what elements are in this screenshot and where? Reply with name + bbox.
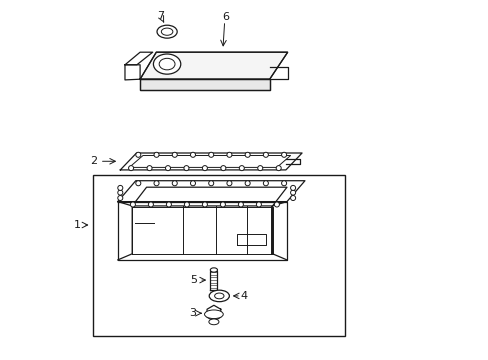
Text: 7: 7 <box>157 11 164 21</box>
Circle shape <box>239 166 244 171</box>
Circle shape <box>257 166 262 171</box>
Circle shape <box>154 152 159 157</box>
Circle shape <box>172 181 177 186</box>
Circle shape <box>226 181 231 186</box>
Circle shape <box>118 185 122 190</box>
Circle shape <box>226 152 231 157</box>
Text: 1: 1 <box>74 220 81 230</box>
Circle shape <box>274 202 279 207</box>
Circle shape <box>136 152 141 157</box>
Text: 6: 6 <box>222 12 229 22</box>
Circle shape <box>221 166 225 171</box>
Circle shape <box>172 152 177 157</box>
Circle shape <box>281 181 286 186</box>
Circle shape <box>128 166 133 171</box>
Circle shape <box>290 195 295 201</box>
Polygon shape <box>140 52 287 79</box>
Circle shape <box>263 152 268 157</box>
Ellipse shape <box>204 310 223 319</box>
Circle shape <box>290 190 295 195</box>
Circle shape <box>290 185 295 190</box>
Ellipse shape <box>214 293 224 299</box>
Circle shape <box>165 166 170 171</box>
Circle shape <box>244 181 250 186</box>
Ellipse shape <box>153 54 181 74</box>
Circle shape <box>154 181 159 186</box>
Text: 4: 4 <box>241 291 247 301</box>
Text: 3: 3 <box>188 308 195 318</box>
Circle shape <box>130 202 135 207</box>
Circle shape <box>190 152 195 157</box>
Circle shape <box>238 202 243 207</box>
Circle shape <box>118 195 122 201</box>
Circle shape <box>208 181 213 186</box>
Circle shape <box>202 166 207 171</box>
Ellipse shape <box>159 58 175 70</box>
Bar <box>92 175 344 336</box>
Circle shape <box>208 152 213 157</box>
Circle shape <box>184 202 189 207</box>
Circle shape <box>118 190 122 195</box>
Circle shape <box>166 202 171 207</box>
Text: 5: 5 <box>189 275 197 285</box>
Ellipse shape <box>210 268 217 272</box>
Circle shape <box>263 181 268 186</box>
Circle shape <box>220 202 225 207</box>
Circle shape <box>281 152 286 157</box>
Circle shape <box>202 202 207 207</box>
Circle shape <box>147 166 152 171</box>
Ellipse shape <box>209 290 229 302</box>
Circle shape <box>190 181 195 186</box>
Circle shape <box>256 202 261 207</box>
Circle shape <box>148 202 153 207</box>
Circle shape <box>136 181 141 186</box>
Polygon shape <box>140 79 269 90</box>
Circle shape <box>276 166 281 171</box>
Text: 2: 2 <box>90 156 98 166</box>
Circle shape <box>183 166 188 171</box>
Ellipse shape <box>208 319 219 325</box>
Circle shape <box>244 152 250 157</box>
